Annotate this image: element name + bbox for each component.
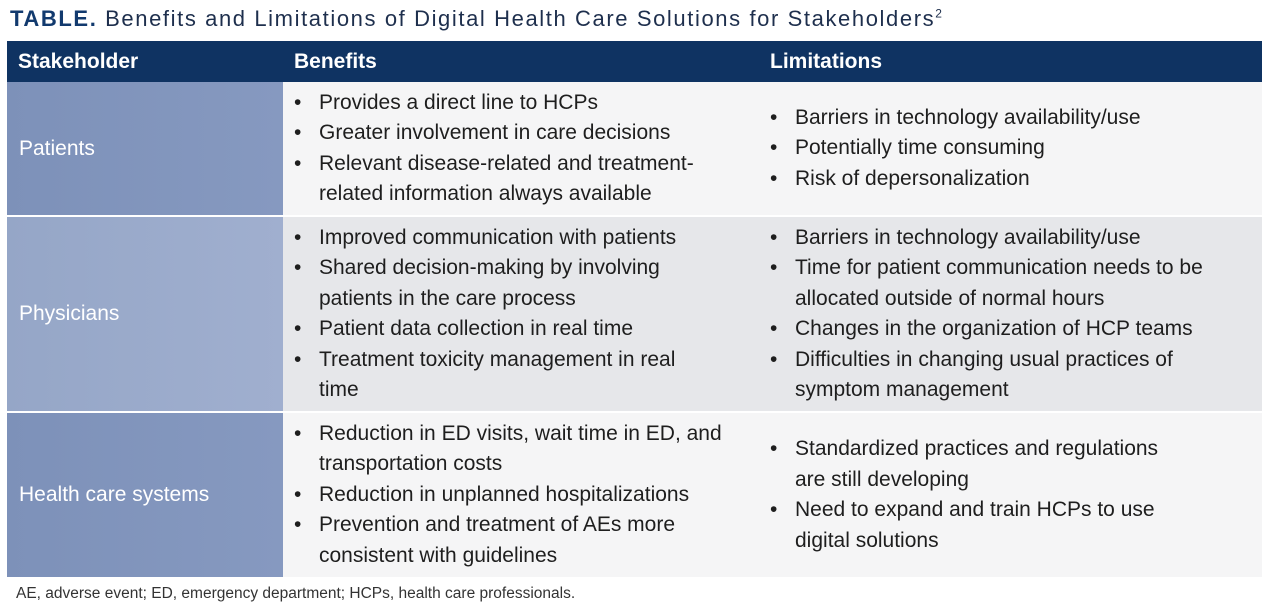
benefits-cell-physicians: • Improved communication with patients • S… bbox=[283, 217, 759, 411]
list-item: • Difficulties in changing usual practice… bbox=[770, 347, 1173, 402]
table-footnote: AE, adverse event; ED, emergency departm… bbox=[16, 585, 576, 602]
stakeholder-table: Stakeholder Benefits Limitations Patient… bbox=[7, 41, 1262, 579]
list-item: • Prevention and treatment of AEs more co… bbox=[294, 513, 676, 567]
list-item: • Patient data collection in real time bbox=[294, 317, 634, 340]
list-item: • Need to expand and train HCPs to use di… bbox=[770, 498, 1155, 552]
benefits-list: • Reduction in ED visits, wait time in ED… bbox=[293, 419, 733, 572]
header-benefits: Benefits bbox=[294, 49, 377, 73]
benefits-list: • Provides a direct line to HCPs • Greater… bbox=[293, 88, 733, 210]
limitations-list: • Barriers in technology availability/use… bbox=[769, 223, 1229, 406]
list-item: • Barriers in technology availability/use bbox=[770, 105, 1141, 129]
list-item: • Greater involvement in care decisions bbox=[294, 121, 671, 144]
list-item: • Treatment toxicity management in real t… bbox=[294, 347, 676, 402]
table-title-reference: 2 bbox=[935, 6, 942, 21]
limitations-list: • Standardized practices and regulations … bbox=[769, 434, 1189, 556]
table-title-text: Benefits and Limitations of Digital Heal… bbox=[105, 6, 936, 31]
list-item: • Relevant disease-related and treatment-… bbox=[294, 151, 694, 206]
table-row-patients: Patients • Provides a direct line to HCPs… bbox=[7, 82, 1262, 217]
list-item: • Reduction in unplanned hospitalizations bbox=[294, 482, 690, 506]
header-stakeholder: Stakeholder bbox=[18, 49, 139, 73]
stakeholder-health-care-systems: Health care systems bbox=[7, 413, 283, 577]
list-item: • Potentially time consuming bbox=[770, 136, 1045, 160]
stakeholder-physicians: Physicians bbox=[7, 217, 283, 411]
list-item: • Standardized practices and regulations … bbox=[770, 437, 1159, 491]
list-item: • Improved communication with patients bbox=[294, 225, 677, 249]
list-item: • Barriers in technology availability/use bbox=[770, 225, 1141, 249]
table-row-physicians: Physicians • Improved communication with … bbox=[7, 217, 1262, 413]
benefits-cell-patients: • Provides a direct line to HCPs • Greater… bbox=[283, 82, 759, 215]
limitations-cell-health-care-systems: • Standardized practices and regulations … bbox=[759, 413, 1262, 577]
limitations-cell-physicians: • Barriers in technology availability/use… bbox=[759, 217, 1262, 411]
list-item: • Time for patient communication needs to… bbox=[770, 256, 1203, 310]
header-limitations: Limitations bbox=[770, 49, 883, 73]
list-item: • Shared decision-making by involving pat… bbox=[294, 256, 660, 310]
table-title-lead: TABLE. bbox=[10, 6, 98, 31]
benefits-list: • Improved communication with patients • S… bbox=[293, 223, 693, 406]
table-row-health-care-systems: Health care systems • Reduction in ED vis… bbox=[7, 413, 1262, 579]
list-item: • Provides a direct line to HCPs bbox=[294, 90, 598, 114]
table-title: TABLE. Benefits and Limitations of Digit… bbox=[10, 6, 942, 32]
table-header-row: Stakeholder Benefits Limitations bbox=[7, 41, 1262, 82]
benefits-cell-health-care-systems: • Reduction in ED visits, wait time in ED… bbox=[283, 413, 759, 577]
stakeholder-patients: Patients bbox=[7, 82, 283, 215]
limitations-list: • Barriers in technology availability/use… bbox=[769, 103, 1141, 195]
list-item: • Reduction in ED visits, wait time in ED… bbox=[294, 421, 722, 476]
limitations-cell-patients: • Barriers in technology availability/use… bbox=[759, 82, 1262, 215]
list-item: • Changes in the organization of HCP team… bbox=[770, 317, 1193, 340]
list-item: • Risk of depersonalization bbox=[770, 166, 1030, 190]
